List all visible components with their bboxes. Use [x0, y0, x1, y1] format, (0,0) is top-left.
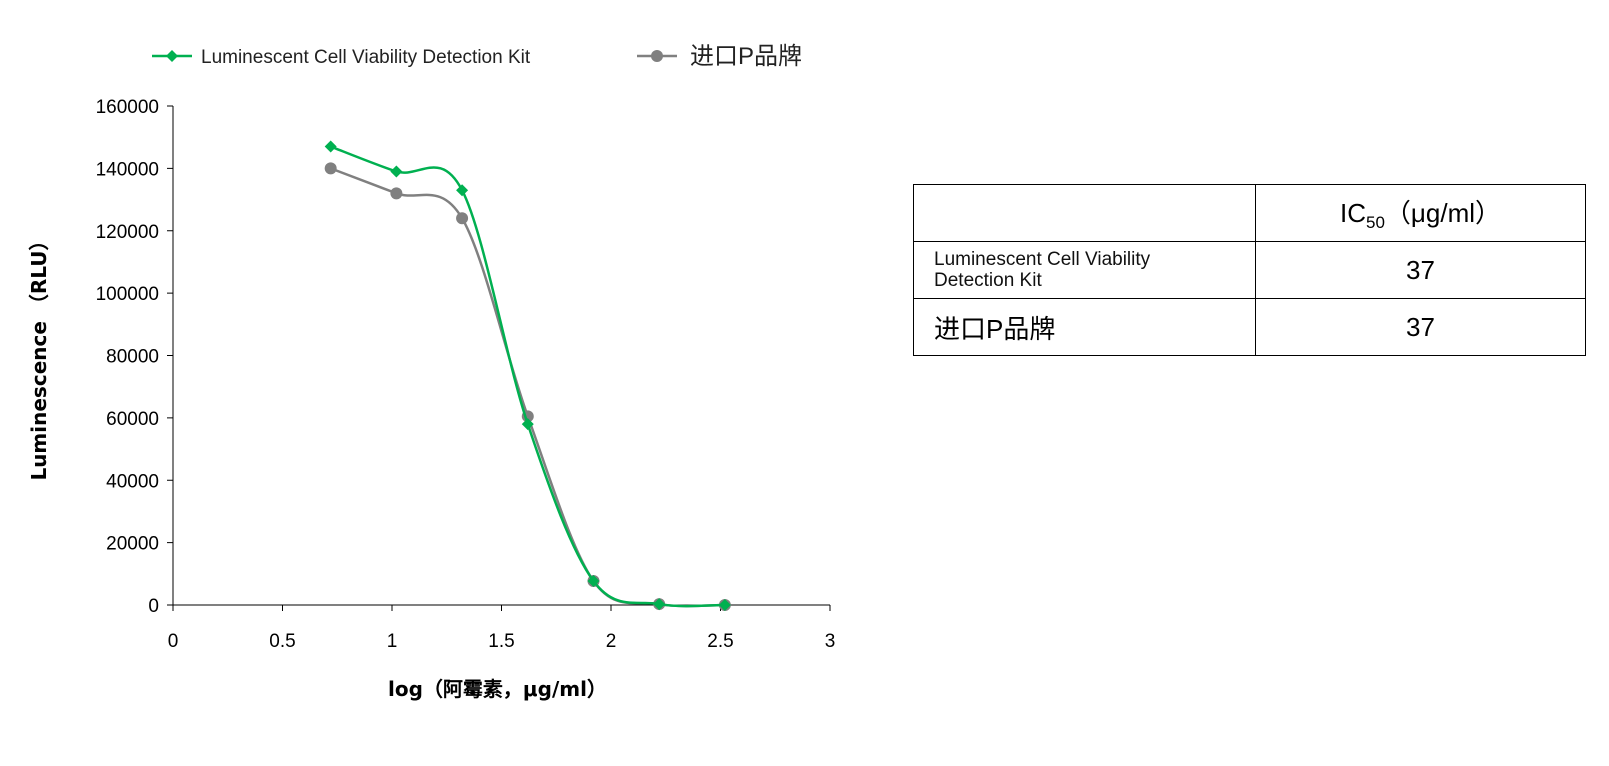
table-header-ic50: IC50（μg/ml）	[1255, 184, 1586, 242]
legend-label-0: Luminescent Cell Viability Detection Kit	[201, 47, 531, 68]
data-point-1	[456, 212, 469, 225]
table-row-value: 37	[1255, 298, 1586, 356]
data-point-0	[718, 599, 731, 611]
y-tick-label: 100000	[96, 284, 159, 305]
x-tick-label: 3	[825, 631, 836, 652]
x-axis-label: log（阿霉素，μg/ml）	[388, 677, 607, 701]
data-point-1	[390, 187, 403, 200]
y-tick-label: 60000	[106, 409, 159, 430]
x-tick-label: 2	[606, 631, 617, 652]
data-point-0	[324, 140, 337, 153]
legend-marker-0	[166, 50, 178, 62]
table-row-name: Luminescent Cell Viability Detection Kit	[913, 241, 1256, 299]
table-row-value: 37	[1255, 241, 1586, 299]
data-point-1	[324, 162, 337, 175]
data-point-0	[587, 574, 600, 587]
table-row-name: 进口P品牌	[913, 298, 1256, 356]
y-tick-label: 120000	[96, 222, 159, 243]
legend-marker-1	[651, 50, 663, 62]
x-tick-label: 1	[387, 631, 398, 652]
legend-label-1: 进口P品牌	[690, 43, 802, 70]
y-tick-label: 140000	[96, 159, 159, 180]
data-point-0	[653, 598, 666, 611]
ic-subscript: 50	[1365, 213, 1385, 233]
table-header-empty	[913, 184, 1256, 242]
x-tick-label: 0	[168, 631, 179, 652]
ic-unit: （μg/ml）	[1384, 197, 1502, 228]
data-point-0	[521, 418, 534, 431]
y-tick-label: 0	[148, 596, 159, 617]
x-tick-label: 1.5	[488, 631, 514, 652]
ic-label: IC	[1339, 197, 1366, 228]
series-line-1	[330, 167, 725, 608]
x-tick-label: 2.5	[707, 631, 733, 652]
y-axis-label: Luminescence （RLU）	[27, 230, 51, 480]
data-point-0	[390, 165, 403, 178]
series-line-0	[330, 145, 725, 608]
y-tick-label: 40000	[106, 471, 159, 492]
ic50-line-chart: 0 0.5 1 1.5 2 2.5 3 0 20000 40000 60000 80000 100000…	[27, 43, 836, 701]
y-tick-label: 80000	[106, 347, 159, 368]
y-tick-label: 20000	[106, 534, 159, 555]
ic50-table: IC50（μg/ml） Luminescent Cell Viability D…	[913, 184, 1586, 356]
x-tick-label: 0.5	[269, 631, 295, 652]
data-point-0	[456, 184, 469, 197]
y-tick-label: 160000	[96, 97, 159, 118]
